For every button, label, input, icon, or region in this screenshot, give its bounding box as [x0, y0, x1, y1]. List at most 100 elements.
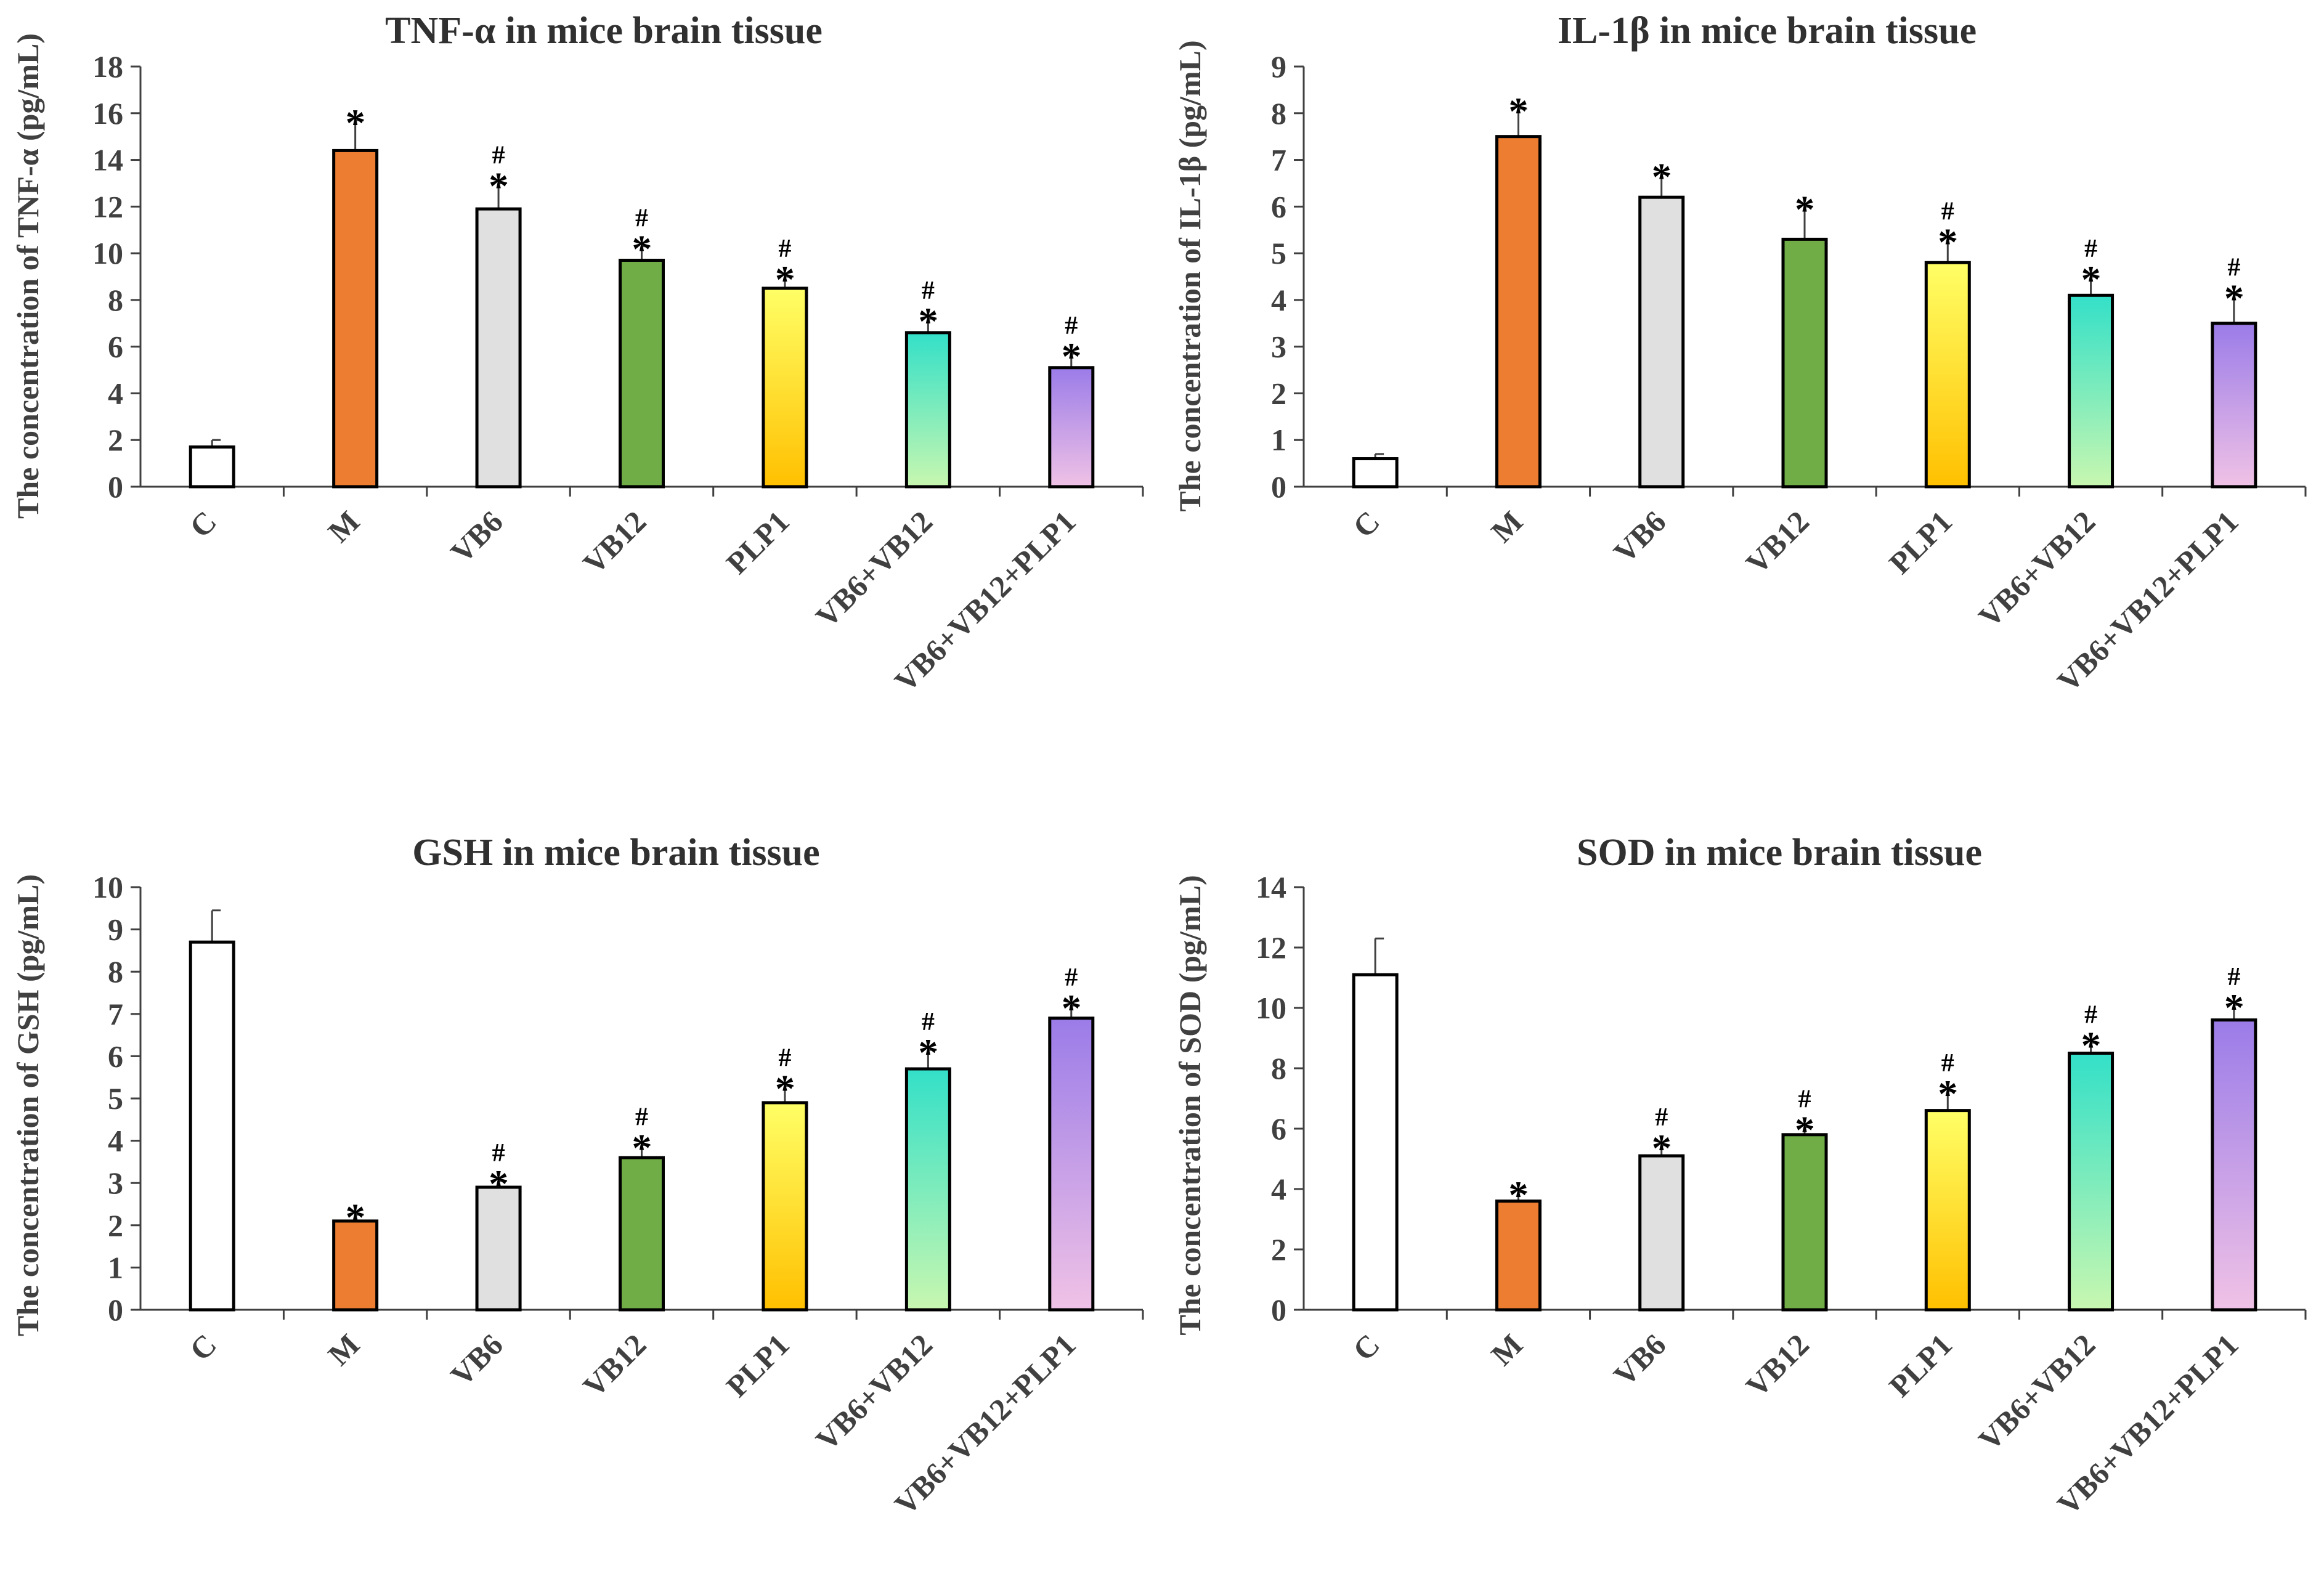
- bar: [189, 445, 235, 489]
- bar-group-M: *M: [321, 101, 379, 549]
- x-category-label: PLP1: [720, 1327, 796, 1403]
- y-tick-label: 6: [1271, 189, 1286, 224]
- bar: [904, 1067, 951, 1312]
- bar-group-C: C: [183, 439, 235, 544]
- plot-area: 012345678910C*M*#VB6*#VB12*#PLP1*#VB6+VB…: [92, 870, 1144, 1522]
- chart-title: GSH in mice brain tissue: [412, 832, 819, 874]
- y-tick-label: 2: [108, 1208, 123, 1243]
- significance-hash: #: [1941, 1049, 1954, 1078]
- x-category-label: M: [321, 1327, 366, 1372]
- bar-group-C: C: [1346, 937, 1399, 1367]
- chart-panel-il1b: IL-1β in mice brain tissue The concentra…: [1172, 10, 2307, 699]
- bar: [2211, 322, 2257, 489]
- bar-group-VB12: *# VB12: [576, 205, 665, 580]
- significance-star: *: [1508, 89, 1528, 133]
- significance-hash: #: [492, 141, 505, 169]
- bar: [619, 1156, 665, 1312]
- x-category-label: PLP1: [720, 504, 796, 580]
- plot-area: 0123456789C*M*VB6*VB12*#PLP1*#VB6+VB12*#…: [1271, 49, 2307, 699]
- bar: [1638, 195, 1685, 489]
- bar-group-PLP1: *# PLP1: [1882, 197, 1971, 580]
- bar: [762, 286, 808, 489]
- y-tick-label: 3: [1271, 330, 1286, 364]
- bar-group-PLP1: *# PLP1: [720, 1044, 808, 1403]
- bar-group-M: *M: [1484, 89, 1542, 549]
- bar-group-C: C: [1346, 453, 1399, 544]
- bar-group-VB6+VB12: *# VB6+VB12: [809, 277, 951, 634]
- bar: [1495, 1200, 1542, 1312]
- significance-hash: #: [492, 1139, 505, 1167]
- bar: [762, 1101, 808, 1312]
- y-tick-label: 12: [1256, 930, 1286, 965]
- significance-star: *: [1795, 1108, 1814, 1152]
- significance-star: *: [489, 164, 508, 208]
- significance-star: *: [918, 1031, 938, 1074]
- bar: [2068, 293, 2115, 489]
- x-category-label: VB6+VB12: [809, 504, 939, 634]
- bar: [1352, 973, 1399, 1312]
- y-tick-label: 18: [92, 49, 123, 84]
- bar-group-VB6: *# VB6: [444, 141, 522, 570]
- x-category-label: C: [183, 504, 223, 544]
- significance-star: *: [1652, 155, 1672, 198]
- y-tick-label: 10: [92, 236, 123, 270]
- significance-star: *: [346, 1196, 365, 1240]
- bar-group-VB12: *# VB12: [1739, 1086, 1828, 1403]
- bar-group-VB6: * VB6: [1607, 155, 1685, 570]
- significance-star: *: [1508, 1173, 1528, 1217]
- bar: [475, 207, 522, 489]
- significance-hash: #: [2084, 235, 2097, 263]
- bar: [2068, 1052, 2115, 1312]
- y-tick-label: 7: [1271, 143, 1286, 177]
- y-tick-label: 7: [108, 997, 123, 1031]
- bar: [2211, 1018, 2257, 1312]
- y-tick-label: 9: [108, 912, 123, 947]
- y-tick-label: 6: [108, 330, 123, 364]
- significance-star: *: [1062, 335, 1081, 378]
- significance-hash: #: [778, 1044, 791, 1072]
- plot-area: 024681012141618C*M*#VB6*#VB12*#PLP1*#VB6…: [92, 49, 1144, 699]
- x-category-label: VB12: [576, 1327, 652, 1403]
- significance-hash: #: [2227, 963, 2240, 991]
- y-axis-label: The concentration of SOD (pg/mL): [1172, 875, 1207, 1335]
- y-tick-label: 12: [92, 189, 123, 224]
- significance-star: *: [1652, 1126, 1672, 1170]
- significance-star: *: [775, 1066, 795, 1110]
- bar-group-VB12: *# VB12: [576, 1103, 665, 1403]
- significance-hash: #: [2227, 253, 2240, 282]
- y-tick-label: 5: [108, 1081, 123, 1116]
- y-axis-label: The concentration of IL-1β (pg/mL): [1172, 40, 1207, 511]
- x-category-label: M: [321, 504, 366, 549]
- x-category-label: VB6+VB12: [1972, 1327, 2102, 1457]
- x-category-label: VB6+VB12: [1972, 504, 2102, 634]
- bar: [1638, 1154, 1685, 1312]
- y-tick-label: 14: [1256, 870, 1286, 904]
- bar: [1924, 1109, 1971, 1312]
- y-tick-label: 2: [1271, 376, 1286, 410]
- y-tick-label: 4: [108, 1124, 123, 1158]
- x-category-label: VB12: [576, 504, 652, 580]
- y-tick-label: 4: [1271, 1172, 1286, 1206]
- x-category-label: M: [1484, 1327, 1529, 1372]
- bar: [1495, 135, 1542, 489]
- x-category-label: C: [1346, 1327, 1386, 1367]
- significance-star: *: [918, 299, 938, 343]
- y-tick-label: 9: [1271, 49, 1286, 84]
- significance-star: *: [632, 1126, 652, 1169]
- bar: [904, 331, 951, 489]
- bar-group-C: C: [183, 909, 235, 1367]
- bar-group-PLP1: *# PLP1: [1882, 1049, 1971, 1403]
- significance-hash: #: [1941, 197, 1954, 225]
- y-tick-label: 4: [108, 376, 123, 410]
- bar: [332, 148, 379, 489]
- x-category-label: C: [183, 1327, 223, 1367]
- y-axis-label: The concentration of GSH (pg/mL): [10, 874, 45, 1336]
- y-tick-label: 3: [108, 1166, 123, 1200]
- significance-hash: #: [635, 205, 648, 233]
- bar: [1924, 261, 1971, 489]
- x-category-label: VB12: [1739, 504, 1816, 580]
- y-tick-label: 8: [108, 954, 123, 989]
- significance-hash: #: [635, 1103, 648, 1131]
- y-tick-label: 6: [108, 1039, 123, 1073]
